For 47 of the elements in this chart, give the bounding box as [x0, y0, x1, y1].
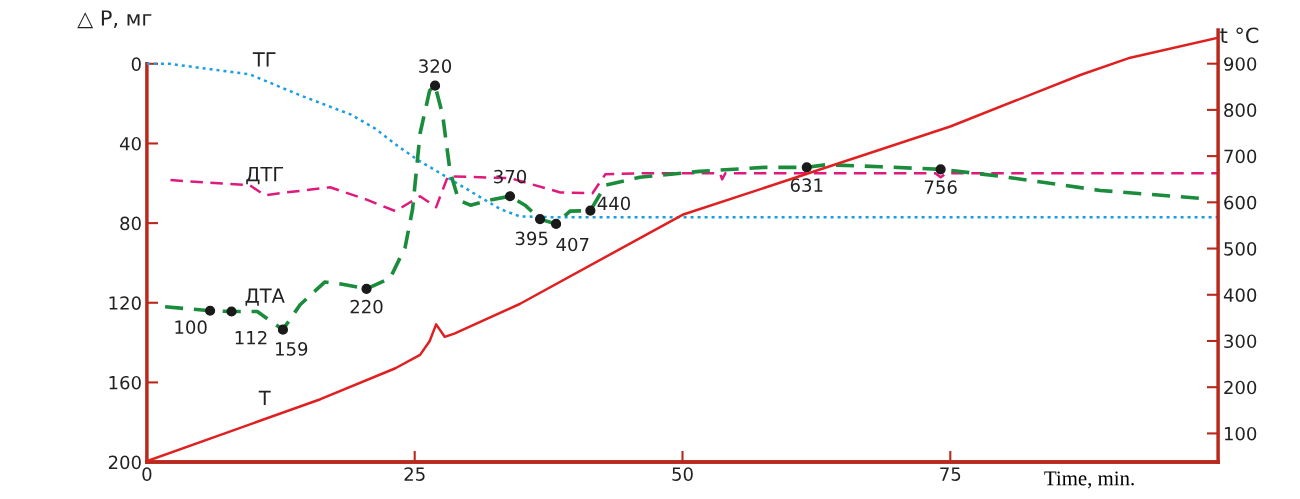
x-axis-title: Time, min.: [1044, 471, 1134, 489]
series-label: ДТГ: [246, 166, 284, 185]
y-tick-label: 80: [120, 216, 141, 231]
point: [226, 306, 237, 317]
y2-tick-label: 900: [1224, 57, 1257, 71]
series-label: ТГ: [252, 52, 276, 67]
annotation: 320: [419, 59, 452, 73]
x-tick-label: 50: [672, 467, 693, 481]
point: [429, 80, 441, 91]
point: [551, 218, 562, 229]
annotation: 112: [235, 330, 267, 345]
series-label: ДТА: [245, 288, 285, 306]
annotation: 100: [175, 320, 207, 335]
y2-tick-label: 100: [1224, 426, 1257, 441]
y2-axis-title: t °C: [1220, 27, 1259, 44]
y2-tick-label: 800: [1224, 103, 1257, 118]
point: [935, 164, 946, 175]
y-tick-label: 0: [131, 57, 141, 71]
annotation: 159: [276, 342, 308, 356]
point: [277, 324, 289, 335]
y-tick-label: 200: [108, 455, 141, 470]
point: [801, 162, 812, 173]
y-tick-label: 120: [109, 296, 141, 310]
point: [585, 205, 596, 216]
y2-tick-label: 500: [1224, 242, 1257, 256]
annotation: 756: [924, 180, 957, 195]
x-tick-label: 75: [940, 467, 961, 481]
x-tick-label: 0: [142, 467, 152, 481]
x-tick-label: 25: [404, 467, 425, 481]
y2-tick-label: 200: [1224, 380, 1257, 395]
annotation: 395: [515, 231, 548, 246]
point: [534, 214, 546, 225]
annotation: 407: [556, 237, 589, 252]
y2-tick-label: 300: [1224, 334, 1257, 349]
y-tick-label: 40: [119, 136, 141, 151]
y2-tick-label: 700: [1224, 149, 1257, 164]
annotation: 440: [597, 196, 631, 211]
annotation: 220: [350, 299, 383, 314]
y-axis-title: △ P, мг: [77, 10, 152, 29]
point: [205, 305, 216, 316]
series-label: Т: [258, 390, 271, 406]
y2-tick-label: 600: [1224, 195, 1257, 210]
annotation: 631: [790, 178, 823, 193]
y2-tick-label: 400: [1223, 288, 1257, 302]
y-tick-label: 160: [109, 375, 141, 390]
point: [361, 283, 372, 294]
point: [504, 191, 516, 202]
